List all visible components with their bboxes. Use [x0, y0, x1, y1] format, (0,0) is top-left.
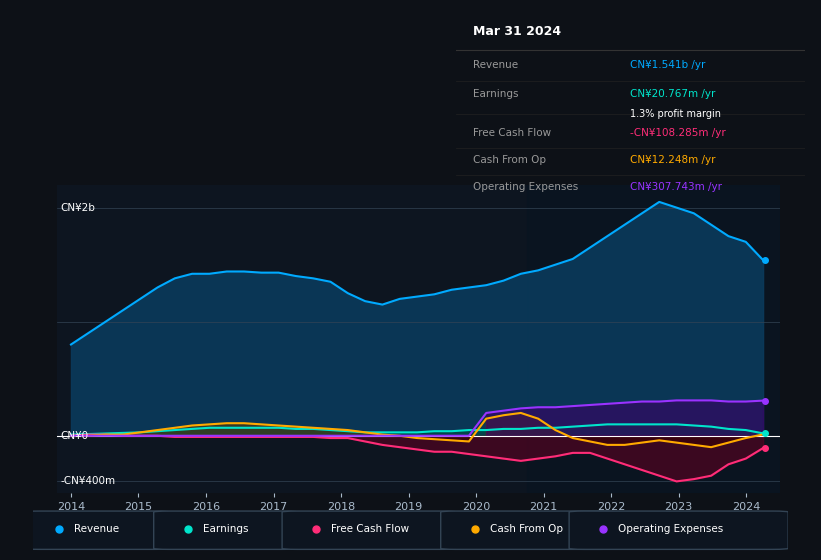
- Text: CN¥2b: CN¥2b: [61, 203, 96, 213]
- Text: Operating Expenses: Operating Expenses: [473, 182, 578, 192]
- Text: Earnings: Earnings: [473, 89, 519, 99]
- FancyBboxPatch shape: [441, 511, 614, 549]
- FancyBboxPatch shape: [154, 511, 297, 549]
- Text: CN¥12.248m /yr: CN¥12.248m /yr: [631, 155, 716, 165]
- Text: Cash From Op: Cash From Op: [473, 155, 546, 165]
- FancyBboxPatch shape: [569, 511, 788, 549]
- Bar: [527, 185, 780, 493]
- Text: CN¥307.743m /yr: CN¥307.743m /yr: [631, 182, 722, 192]
- Text: CN¥0: CN¥0: [61, 431, 89, 441]
- Text: Revenue: Revenue: [473, 60, 518, 71]
- Text: CN¥20.767m /yr: CN¥20.767m /yr: [631, 89, 715, 99]
- Text: Operating Expenses: Operating Expenses: [618, 524, 723, 534]
- Text: Earnings: Earnings: [203, 524, 248, 534]
- Text: Revenue: Revenue: [75, 524, 120, 534]
- Text: -CN¥400m: -CN¥400m: [61, 477, 116, 487]
- FancyBboxPatch shape: [25, 511, 169, 549]
- Text: Free Cash Flow: Free Cash Flow: [331, 524, 410, 534]
- Text: -CN¥108.285m /yr: -CN¥108.285m /yr: [631, 128, 726, 138]
- Text: Free Cash Flow: Free Cash Flow: [473, 128, 551, 138]
- FancyBboxPatch shape: [282, 511, 456, 549]
- Text: CN¥1.541b /yr: CN¥1.541b /yr: [631, 60, 705, 71]
- Text: Mar 31 2024: Mar 31 2024: [473, 25, 562, 38]
- Text: 1.3% profit margin: 1.3% profit margin: [631, 109, 721, 119]
- Text: Cash From Op: Cash From Op: [490, 524, 563, 534]
